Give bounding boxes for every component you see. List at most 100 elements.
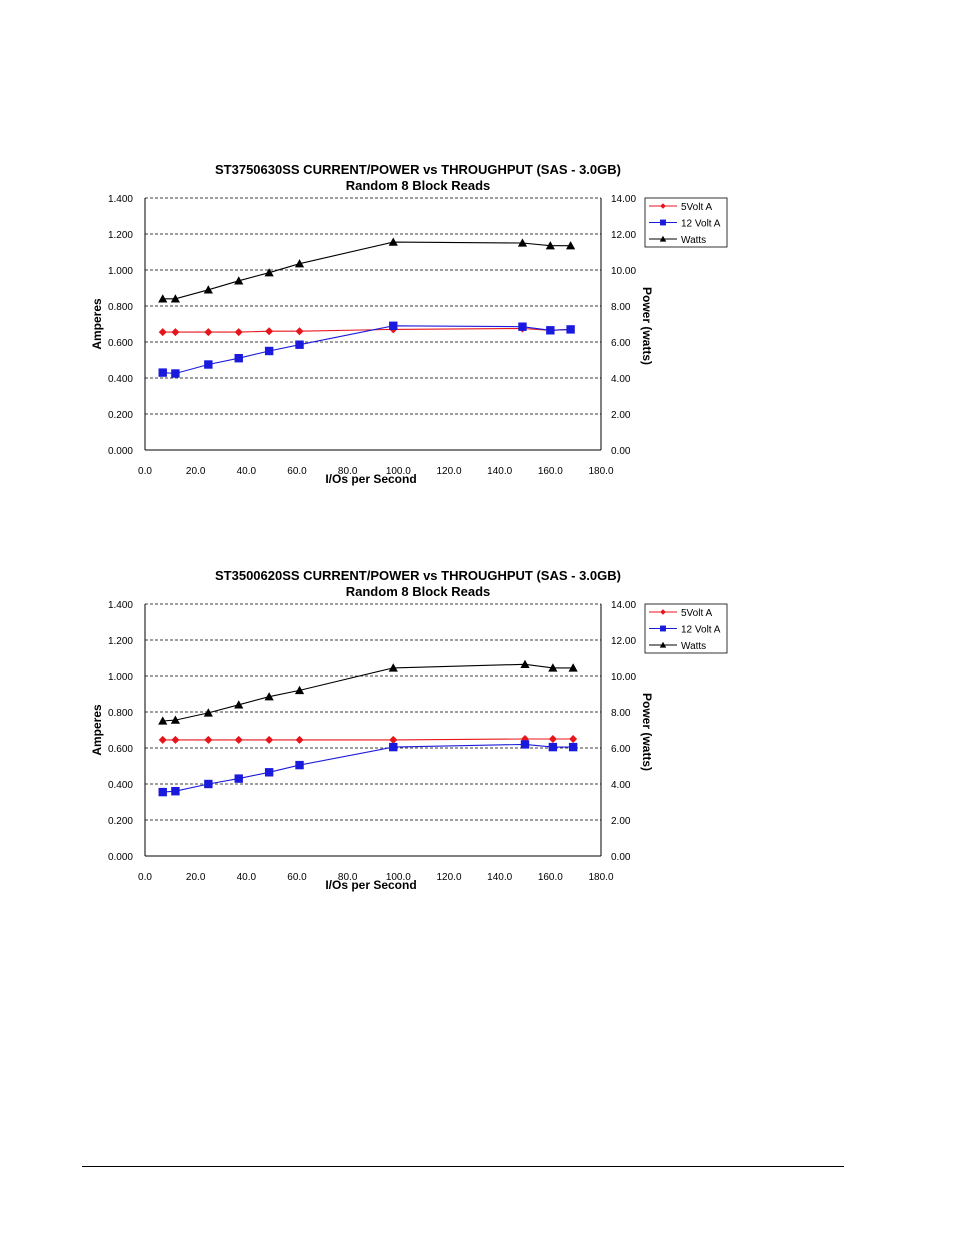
data-point-square — [295, 760, 304, 770]
y-tick-label-left: 0.800 — [108, 302, 133, 313]
data-point-triangle — [158, 716, 168, 725]
y-tick-label-right: 4.00 — [611, 374, 631, 385]
data-point-diamond — [295, 735, 304, 744]
data-point-square — [234, 774, 243, 783]
data-point-square — [546, 326, 555, 335]
data-point-triangle — [170, 294, 180, 303]
x-tick-label: 140.0 — [487, 872, 512, 883]
y-tick-label-right: 4.00 — [611, 780, 631, 791]
y-tick-label-left: 0.600 — [108, 338, 133, 349]
data-point-triangle — [294, 259, 305, 268]
x-tick-label: 20.0 — [186, 872, 206, 883]
data-point-triangle — [264, 268, 274, 277]
data-point-diamond — [548, 735, 557, 743]
data-point-diamond — [234, 328, 243, 337]
data-point-diamond — [295, 327, 304, 336]
y-tick-label-right: 8.00 — [611, 302, 631, 313]
series-line — [162, 663, 574, 722]
data-point-square — [660, 219, 666, 226]
data-point-diamond — [234, 735, 243, 744]
x-tick-label: 100.0 — [386, 872, 411, 883]
y-tick-label-right: 14.00 — [611, 194, 636, 205]
chart-bottom: ST3500620SS CURRENT/POWER vs THROUGHPUT … — [85, 556, 735, 901]
chart-subtitle: Random 8 Block Reads — [346, 178, 491, 193]
y-tick-label-left: 1.400 — [108, 600, 133, 611]
chart-top: ST3750630SS CURRENT/POWER vs THROUGHPUT … — [85, 150, 735, 495]
data-point-triangle — [294, 685, 305, 695]
y-tick-label-left: 0.200 — [108, 816, 133, 827]
y-tick-label-right: 14.00 — [611, 600, 636, 611]
series-line — [162, 327, 571, 333]
y-tick-label-right: 10.00 — [611, 266, 636, 277]
x-tick-label: 0.0 — [138, 466, 152, 477]
data-point-diamond — [204, 735, 213, 744]
series-line — [162, 325, 571, 375]
footer-rule — [82, 1166, 844, 1167]
y-tick-label-right: 12.00 — [611, 230, 636, 241]
x-tick-label: 80.0 — [338, 872, 358, 883]
data-point-diamond — [171, 735, 180, 744]
data-point-triangle — [545, 241, 555, 250]
y-tick-label-left: 0.400 — [108, 780, 133, 791]
data-point-square — [568, 742, 578, 752]
data-point-square — [204, 779, 213, 789]
data-point-triangle — [158, 294, 168, 303]
data-point-triangle — [568, 663, 578, 672]
data-point-square — [389, 321, 398, 330]
y-tick-label-left: 0.000 — [108, 852, 133, 863]
data-point-square — [158, 787, 167, 797]
y-tick-label-left: 1.000 — [108, 266, 133, 277]
data-point-square — [389, 742, 398, 752]
y-axis-label-right: Power (watts) — [640, 287, 654, 365]
chart-svg: ST3750630SS CURRENT/POWER vs THROUGHPUT … — [90, 162, 728, 486]
data-point-square — [548, 742, 558, 752]
data-point-square — [171, 787, 180, 796]
data-point-triangle — [659, 641, 667, 648]
data-point-square — [566, 325, 575, 334]
y-tick-label-right: 12.00 — [611, 636, 636, 647]
y-tick-label-left: 0.000 — [108, 446, 133, 457]
x-tick-label: 120.0 — [436, 872, 461, 883]
y-tick-label-left: 0.600 — [108, 744, 133, 755]
data-point-triangle — [234, 276, 244, 285]
x-axis-label: I/Os per Second — [325, 472, 416, 486]
y-tick-label-left: 0.200 — [108, 410, 133, 421]
y-tick-label-left: 1.400 — [108, 194, 133, 205]
y-tick-label-left: 1.000 — [108, 672, 133, 683]
y-tick-label-left: 1.200 — [108, 230, 133, 241]
y-tick-label-right: 2.00 — [611, 816, 631, 827]
data-point-square — [295, 340, 304, 349]
plot-area: 0.000 0.00 0.200 2.00 0.400 4.00 0.600 6.00 0.80… — [108, 194, 728, 477]
x-tick-label: 160.0 — [538, 872, 563, 883]
y-axis-label-left: Amperes — [90, 298, 104, 350]
y-tick-label-left: 0.800 — [108, 708, 133, 719]
data-point-diamond — [389, 735, 398, 744]
legend-label: Watts — [681, 641, 706, 652]
y-tick-label-right: 0.00 — [611, 852, 631, 863]
data-point-triangle — [203, 708, 213, 717]
x-tick-label: 20.0 — [186, 466, 206, 477]
data-point-diamond — [265, 735, 274, 744]
data-point-square — [204, 360, 213, 369]
data-point-diamond — [660, 609, 666, 615]
legend-label: 5Volt A — [681, 608, 712, 619]
data-point-diamond — [204, 328, 213, 337]
data-point-square — [264, 346, 274, 356]
chart-title: ST3500620SS CURRENT/POWER vs THROUGHPUT … — [215, 568, 621, 583]
data-point-triangle — [388, 663, 398, 672]
chart-svg: ST3500620SS CURRENT/POWER vs THROUGHPUT … — [90, 568, 728, 892]
data-point-triangle — [388, 237, 398, 246]
chart-subtitle: Random 8 Block Reads — [346, 584, 491, 599]
data-point-triangle — [520, 659, 530, 668]
y-tick-label-left: 0.400 — [108, 374, 133, 385]
legend-label: Watts — [681, 235, 706, 246]
legend-label: 5Volt A — [681, 202, 712, 213]
x-tick-label: 160.0 — [538, 466, 563, 477]
y-tick-label-right: 6.00 — [611, 744, 631, 755]
data-point-triangle — [264, 692, 274, 701]
data-point-triangle — [234, 700, 244, 709]
y-tick-label-right: 8.00 — [611, 708, 631, 719]
data-point-diamond — [158, 328, 167, 337]
x-tick-label: 120.0 — [436, 466, 461, 477]
data-point-triangle — [566, 241, 576, 250]
